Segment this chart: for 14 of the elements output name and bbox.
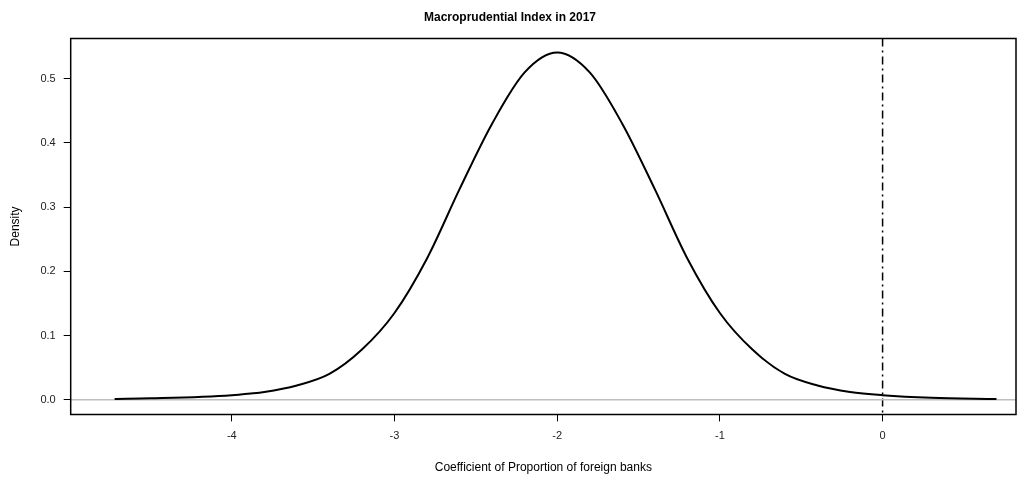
chart-title: Macroprudential Index in 2017: [423, 9, 597, 24]
x-tick-label: 0: [879, 429, 886, 442]
y-tick-label: 0.4: [40, 136, 56, 149]
x-tick-label: -2: [552, 429, 563, 442]
x-tick-label: -3: [389, 429, 400, 442]
x-axis-title: Coefficient of Proportion of foreign banks: [434, 460, 652, 475]
y-tick-label: 0.1: [40, 328, 56, 341]
y-tick-label: 0.5: [40, 71, 56, 84]
x-tick-label: -4: [226, 429, 237, 442]
y-tick-label: 0.0: [40, 392, 56, 405]
y-tick-label: 0.3: [40, 200, 56, 213]
x-tick-label: -1: [714, 429, 725, 442]
y-tick-label: 0.2: [40, 264, 56, 277]
y-axis-title: Density: [7, 206, 22, 247]
